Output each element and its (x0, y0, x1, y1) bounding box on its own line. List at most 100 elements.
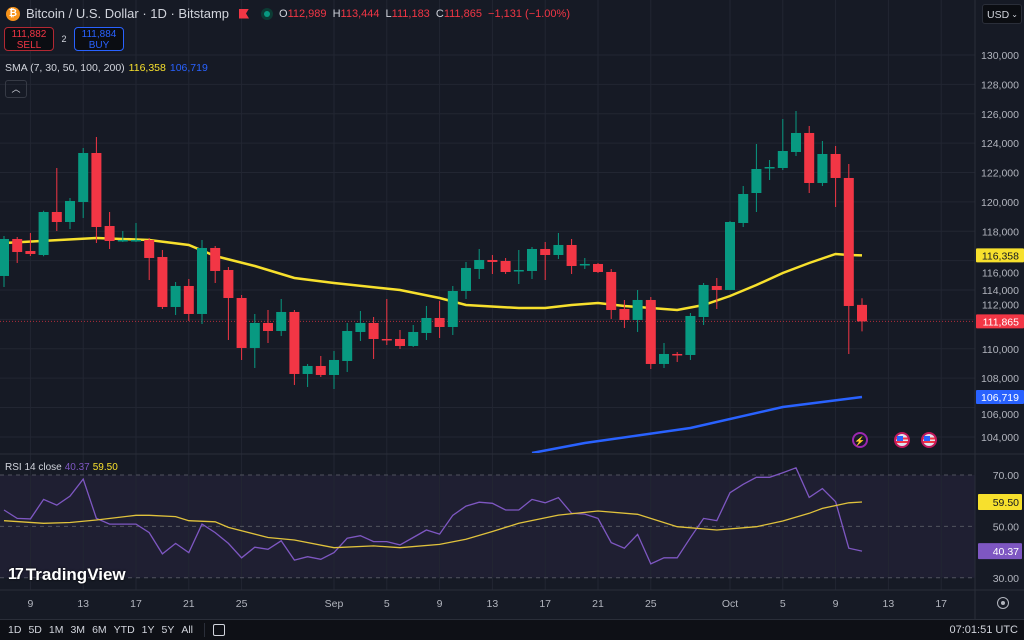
candle (540, 241, 551, 280)
price-badge-label: 106,719 (981, 392, 1019, 404)
candle (144, 237, 155, 280)
price-tick-label: 104,000 (981, 432, 1019, 444)
range-button-1y[interactable]: 1Y (141, 624, 155, 636)
open-label: O (279, 7, 288, 20)
candle (38, 210, 49, 257)
gear-icon[interactable] (997, 597, 1009, 609)
price-badge (976, 248, 1024, 263)
candle-body (249, 322, 260, 348)
high-value: 113,444 (340, 7, 380, 20)
candle-body (78, 152, 89, 202)
currency-select[interactable]: USD ⌄ (982, 4, 1022, 24)
time-tick-label: 13 (77, 598, 89, 610)
candle (527, 246, 537, 279)
candle-body (804, 132, 815, 183)
range-button-all[interactable]: All (181, 624, 194, 636)
candle (197, 239, 207, 324)
candle (395, 329, 405, 349)
time-tick-label: 17 (130, 598, 142, 610)
candle (276, 298, 287, 336)
flag-icon[interactable] (239, 8, 249, 19)
sma-legend[interactable]: SMA (7, 30, 50, 100, 200) 116,358 106,719 (5, 62, 208, 74)
clock[interactable]: 07:01:51 UTC (949, 624, 1018, 636)
candle-body (619, 308, 630, 320)
candle (236, 294, 247, 360)
candle-body (381, 338, 392, 341)
candle-body (843, 177, 854, 306)
candle-body (764, 166, 775, 169)
candle-body (434, 317, 445, 327)
candle (117, 230, 128, 242)
price-tick-label: 124,000 (981, 138, 1019, 150)
rsi-tick-label: 30.00 (993, 573, 1019, 585)
candle-body (711, 285, 722, 290)
range-buttons: 1D 5D 1M 3M 6M YTD 1Y 5Y All (0, 624, 200, 636)
candle (817, 140, 828, 186)
range-button-1d[interactable]: 1D (8, 624, 22, 636)
candle-body (593, 263, 603, 272)
change-value: −1,131 (−1.00%) (488, 7, 570, 20)
sell-label: SELL (16, 40, 42, 51)
price-tick-label: 116,000 (982, 267, 1019, 279)
candle-body (210, 247, 221, 271)
range-button-1m[interactable]: 1M (48, 624, 64, 636)
sell-price: 111,882 (11, 29, 47, 40)
candle (843, 163, 854, 354)
range-button-5y[interactable]: 5Y (161, 624, 175, 636)
price-pane (0, 110, 975, 453)
rsi-badge (978, 493, 1022, 510)
time-tick-label: 9 (437, 598, 443, 610)
price-tick-label: 120,000 (981, 197, 1019, 209)
candle-body (751, 168, 762, 193)
candle (25, 232, 36, 256)
candle-body (368, 322, 379, 339)
candle (434, 300, 445, 338)
candle-body (51, 211, 62, 222)
candle-body (830, 153, 841, 178)
rsi-tick-label: 50.00 (993, 521, 1019, 533)
range-button-6m[interactable]: 6M (92, 624, 107, 636)
high-label: H (332, 7, 341, 20)
us-flag-icon[interactable] (894, 432, 910, 448)
candle-body (0, 238, 9, 276)
us-flag-icon[interactable] (921, 432, 937, 448)
candle (751, 143, 762, 212)
low-label: L (385, 7, 392, 20)
candle-body (777, 150, 788, 168)
candle-body (197, 247, 207, 314)
lightning-icon[interactable]: ⚡ (852, 432, 868, 448)
rsi-ma-value: 59.50 (92, 462, 118, 473)
candle (566, 238, 577, 274)
buy-button[interactable]: 111,884 BUY (74, 27, 124, 51)
chart-canvas[interactable]: 104,000 106,000 108,000 110,000 112,000 114,0… (0, 0, 1024, 619)
calendar-icon[interactable] (213, 624, 226, 636)
candle-body (474, 259, 485, 269)
candle-body (461, 267, 471, 291)
time-tick-label: 25 (645, 598, 657, 610)
sell-button[interactable]: 111,882 SELL (4, 27, 54, 51)
candle (249, 313, 260, 368)
candle (342, 322, 353, 372)
symbol-header: ₿ Bitcoin / U.S. Dollar · 1D · Bitstamp … (6, 6, 573, 21)
price-tick-label: 122,000 (981, 168, 1019, 180)
range-button-ytd[interactable]: YTD (113, 624, 135, 636)
time-tick-label: 9 (27, 598, 33, 610)
tradingview-logo[interactable]: 17 TradingView (8, 565, 126, 585)
range-button-3m[interactable]: 3M (70, 624, 86, 636)
price-tick-label: 112,000 (982, 299, 1019, 311)
candle-body (553, 244, 564, 255)
time-tick-label: 25 (236, 598, 248, 610)
candle-body (183, 285, 194, 314)
rsi-badge-label: 40.37 (993, 546, 1019, 558)
candle-body (817, 153, 828, 183)
collapse-legend-button[interactable]: ︿ (5, 80, 27, 98)
price-tick-label: 110,000 (982, 344, 1019, 356)
range-button-5d[interactable]: 5D (28, 624, 42, 636)
bottom-toolbar: 1D 5D 1M 3M 6M YTD 1Y 5Y All 07:01:51 UTC (0, 619, 1024, 640)
candle (725, 220, 735, 290)
divider (204, 623, 206, 637)
candle (593, 262, 603, 273)
candle (91, 136, 102, 243)
symbol-title[interactable]: Bitcoin / U.S. Dollar · 1D · Bitstamp (26, 6, 229, 21)
rsi-legend[interactable]: RSI 14 close 40.37 59.50 (5, 462, 118, 473)
